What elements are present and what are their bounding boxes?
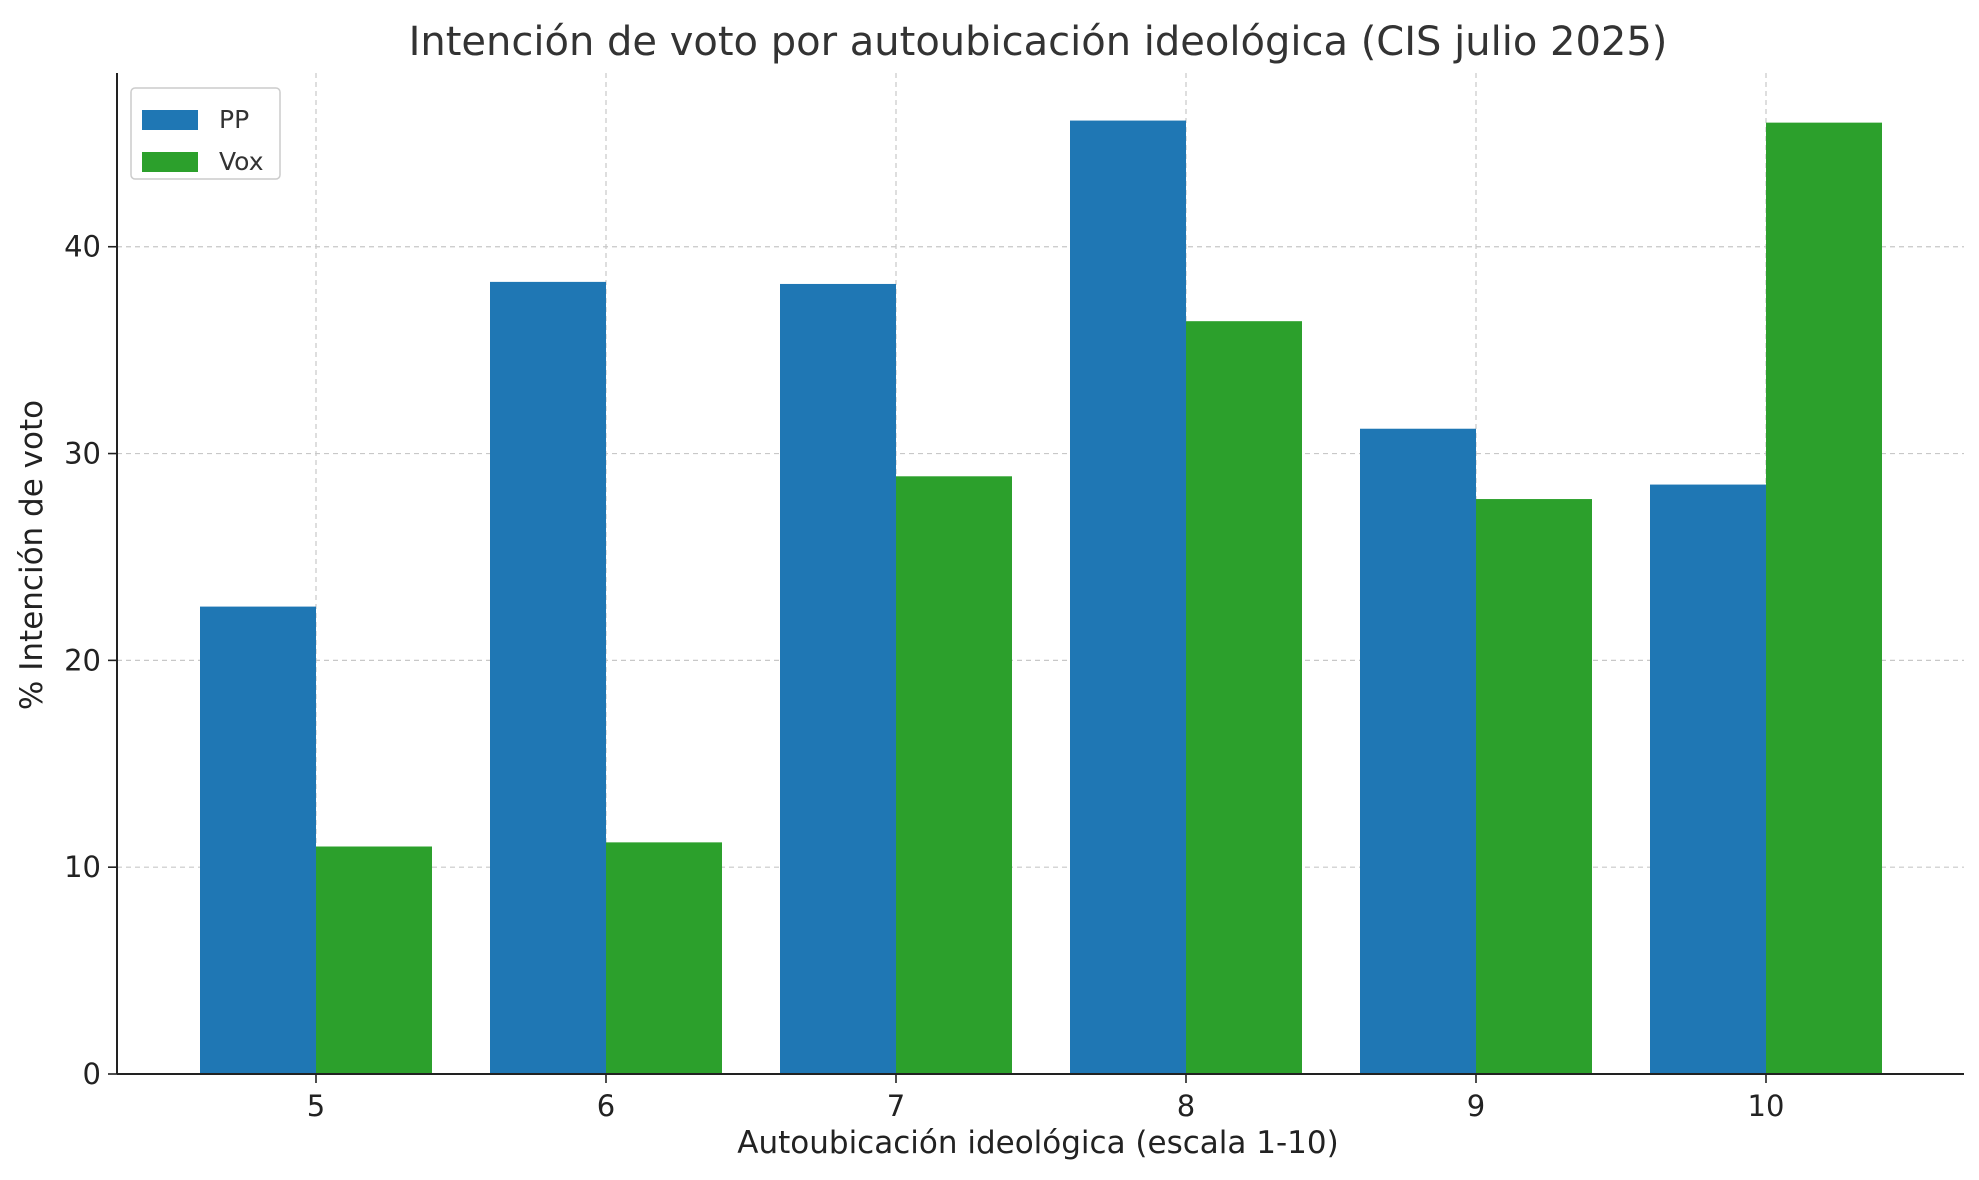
bars bbox=[200, 120, 1882, 1075]
bar-pp-7 bbox=[780, 283, 896, 1074]
x-tick-label: 7 bbox=[887, 1089, 905, 1123]
x-tick-label: 6 bbox=[597, 1089, 615, 1123]
y-axis-label: % Intención de voto bbox=[14, 400, 50, 710]
bar-vox-10 bbox=[1766, 122, 1882, 1075]
x-tick-label: 8 bbox=[1177, 1089, 1195, 1123]
bar-vox-6 bbox=[606, 842, 722, 1074]
legend-swatch-pp bbox=[142, 110, 198, 130]
y-tick-label: 40 bbox=[64, 230, 101, 264]
legend-label-pp: PP bbox=[219, 105, 249, 134]
x-tick-label: 10 bbox=[1748, 1089, 1785, 1123]
bar-pp-10 bbox=[1650, 484, 1766, 1074]
axes bbox=[116, 73, 1964, 1075]
y-tick-label: 20 bbox=[64, 643, 101, 677]
bar-vox-7 bbox=[896, 476, 1012, 1075]
ticks: 0 10 20 30 40 5 6 7 8 9 10 bbox=[64, 230, 1784, 1123]
bar-vox-8 bbox=[1186, 321, 1302, 1074]
legend-swatch-vox bbox=[142, 152, 198, 172]
y-tick-label: 30 bbox=[64, 437, 101, 471]
bar-pp-8 bbox=[1070, 120, 1186, 1075]
x-tick-label: 5 bbox=[307, 1089, 325, 1123]
x-tick-label: 9 bbox=[1467, 1089, 1485, 1123]
x-axis-label: Autoubicación ideológica (escala 1-10) bbox=[737, 1125, 1338, 1161]
legend-label-vox: Vox bbox=[219, 147, 263, 176]
bar-pp-5 bbox=[200, 606, 316, 1074]
bar-vox-5 bbox=[316, 846, 432, 1074]
y-tick-label: 10 bbox=[64, 850, 101, 884]
bar-pp-9 bbox=[1360, 428, 1476, 1074]
bar-pp-6 bbox=[490, 281, 606, 1074]
chart-title: Intención de voto por autoubicación ideo… bbox=[409, 19, 1668, 65]
bar-vox-9 bbox=[1476, 499, 1592, 1075]
y-tick-label: 0 bbox=[83, 1057, 101, 1091]
legend: PP Vox bbox=[130, 87, 281, 180]
